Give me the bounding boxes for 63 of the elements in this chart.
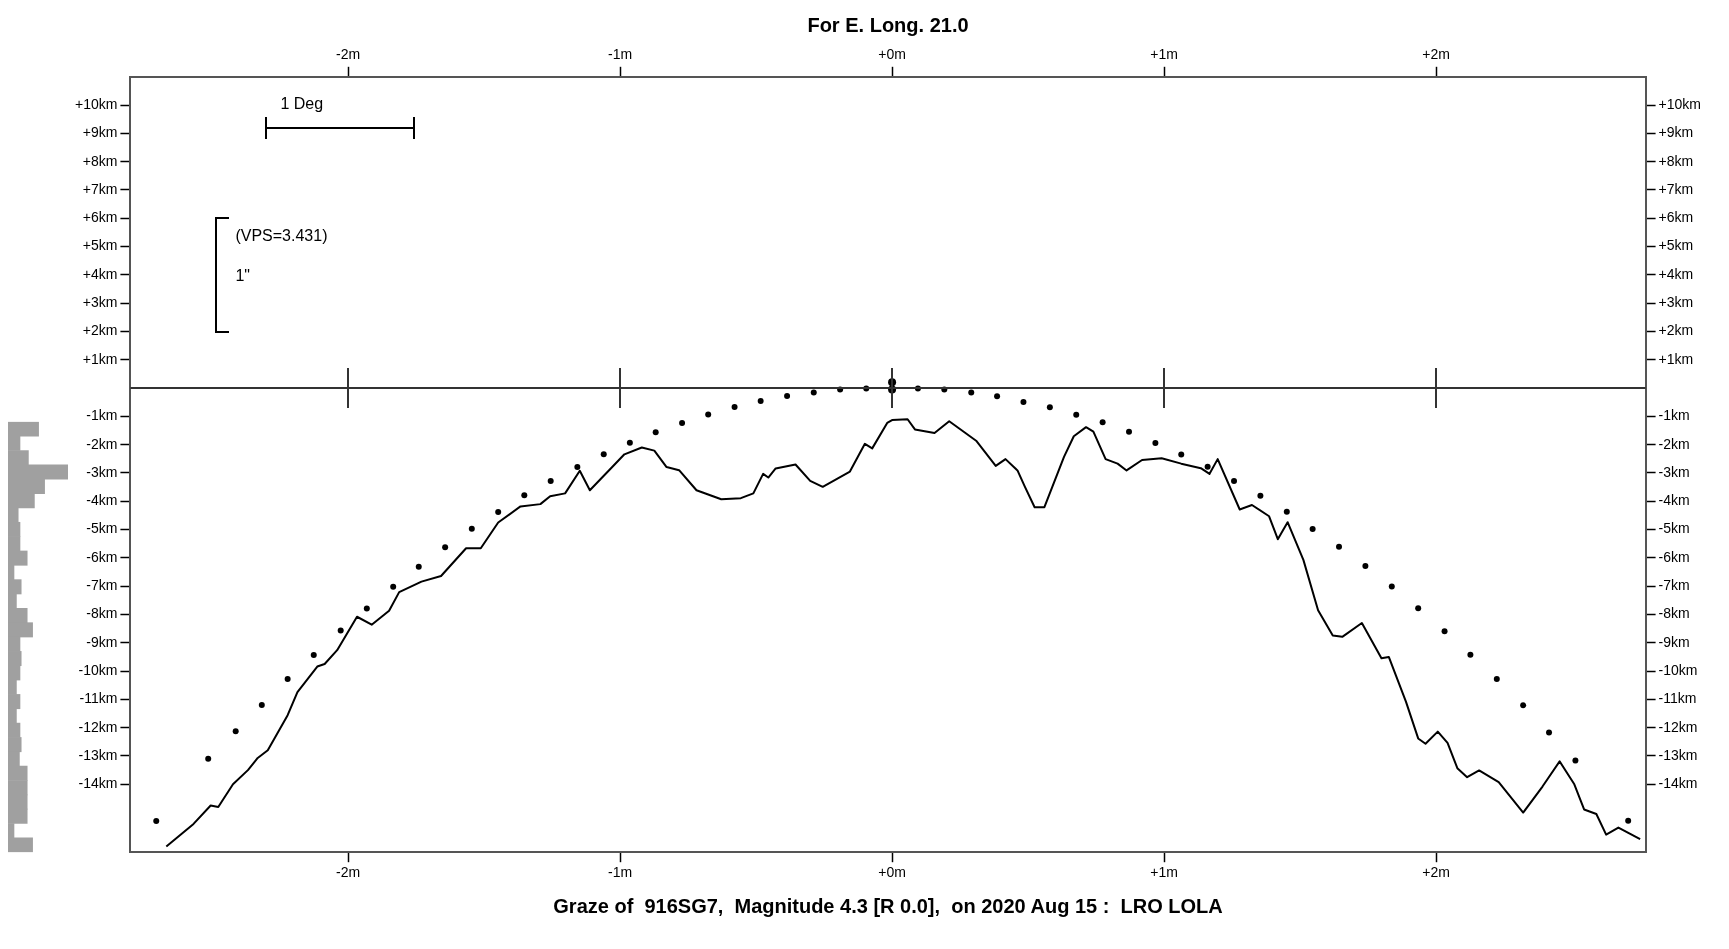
y-tick-label: -4km	[86, 492, 118, 509]
annotation: 1 Deg	[280, 95, 324, 113]
y2-tick-label: -12km	[1658, 718, 1698, 735]
y2-tick-label: +3km	[1658, 294, 1694, 311]
y-tick-label: +7km	[82, 180, 118, 197]
y2-tick-label: -7km	[1658, 577, 1690, 594]
y2-tick-label: +10km	[1658, 95, 1702, 112]
y2-tick-label: -13km	[1658, 746, 1698, 763]
y-tick-label: +1km	[82, 350, 118, 367]
annotation: (VPS=3.431)	[235, 227, 328, 245]
y-tick-label: -14km	[78, 775, 118, 792]
y-tick-label: +6km	[82, 209, 118, 226]
y2-tick-label: +1km	[1658, 350, 1694, 367]
y2-tick-label: -14km	[1658, 775, 1698, 792]
y-tick-label: +9km	[82, 124, 118, 141]
y2-tick-label: +4km	[1658, 265, 1694, 282]
y-tick-label: -8km	[86, 605, 118, 622]
y-tick-label: +5km	[82, 237, 118, 254]
y2-tick-label: +8km	[1658, 152, 1694, 169]
y2-tick-label: +6km	[1658, 209, 1694, 226]
y2-tick-label: +9km	[1658, 124, 1694, 141]
text: Graze of 916SG7, Magnitude 4.3 [R 0.0], on 2020 Aug 15 : LRO LOLA	[553, 894, 1223, 917]
y-tick-label: -5km	[86, 520, 118, 537]
y2-tick-label: -10km	[1658, 661, 1698, 678]
y-tick-label: -1km	[86, 407, 118, 424]
y2-tick-label: +5km	[1658, 237, 1694, 254]
y-tick-label: -7km	[86, 577, 118, 594]
y2-tick-label: +2km	[1658, 322, 1694, 339]
y2-tick-label: -3km	[1658, 463, 1690, 480]
annotation: 1"	[235, 267, 250, 285]
y-tick-label: +8km	[82, 152, 118, 169]
y-tick-label: -11km	[79, 690, 118, 707]
y2-tick-label: -4km	[1658, 492, 1690, 509]
y2-tick-label: -2km	[1658, 435, 1690, 452]
x-tick-label: +2m	[1422, 864, 1450, 881]
y2-tick-label: -6km	[1658, 548, 1690, 565]
y-tick-label: -13km	[78, 746, 118, 763]
x2-tick-label: +0m	[878, 46, 906, 63]
y-tick-label: +4km	[82, 265, 118, 282]
x2-tick-label: -1m	[607, 46, 633, 63]
y2-tick-label: -9km	[1658, 633, 1690, 650]
x2-tick-label: -2m	[335, 46, 361, 63]
y-tick-label: +3km	[82, 294, 118, 311]
y2-tick-label: +7km	[1658, 180, 1694, 197]
x-tick-label: +1m	[1150, 864, 1178, 881]
y-tick-label: -6km	[86, 548, 118, 565]
y-tick-label: -10km	[78, 661, 118, 678]
y-tick-label: -9km	[86, 633, 118, 650]
x-tick-label: -2m	[335, 864, 361, 881]
y2-tick-label: -11km	[1658, 690, 1697, 707]
y2-tick-label: -5km	[1658, 520, 1690, 537]
y-tick-label: -12km	[78, 718, 118, 735]
y-tick-label: +2km	[82, 322, 118, 339]
y2-tick-label: -8km	[1658, 605, 1690, 622]
y-tick-label: +10km	[74, 95, 118, 112]
y-tick-label: -3km	[86, 463, 118, 480]
x2-tick-label: +2m	[1422, 46, 1450, 63]
x2-tick-label: +1m	[1150, 46, 1178, 63]
y-tick-label: -2km	[86, 435, 118, 452]
chart-subtitle: For E. Long. 21.0	[807, 13, 969, 36]
x-tick-label: -1m	[607, 864, 633, 881]
y2-tick-label: -1km	[1658, 407, 1690, 424]
x-tick-label: +0m	[878, 864, 906, 881]
